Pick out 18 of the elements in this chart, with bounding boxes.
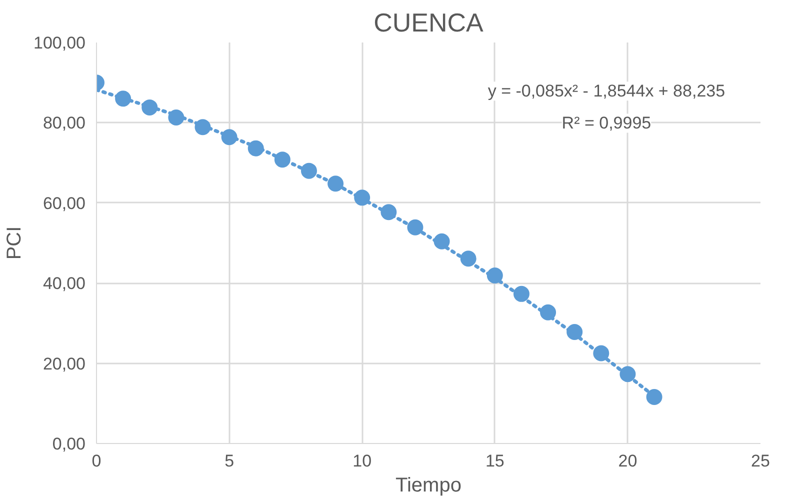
x-tick-label: 15 bbox=[485, 452, 504, 470]
x-tick-label: 25 bbox=[751, 452, 770, 470]
x-tick-label: 20 bbox=[618, 452, 638, 470]
chart-title: CUENCA bbox=[374, 8, 484, 38]
x-tick-label: 10 bbox=[352, 452, 372, 470]
y-axis-title: PCI bbox=[4, 226, 26, 260]
annotation: y = -0,085x² - 1,8544x + 88,235 bbox=[488, 82, 726, 101]
y-tick-label: 60,00 bbox=[42, 194, 86, 213]
y-tick-label: 0,00 bbox=[52, 434, 86, 454]
x-tick-label: 5 bbox=[224, 452, 234, 470]
x-tick-label: 0 bbox=[92, 452, 102, 470]
annotation: R² = 0,9995 bbox=[562, 114, 652, 133]
x-axis-title: Tiempo bbox=[396, 474, 462, 496]
y-tick-label: 100,00 bbox=[34, 34, 86, 52]
point bbox=[646, 389, 662, 405]
y-tick-label: 80,00 bbox=[42, 114, 86, 133]
y-tick-label: 40,00 bbox=[42, 274, 86, 294]
y-tick-label: 20,00 bbox=[42, 354, 86, 374]
